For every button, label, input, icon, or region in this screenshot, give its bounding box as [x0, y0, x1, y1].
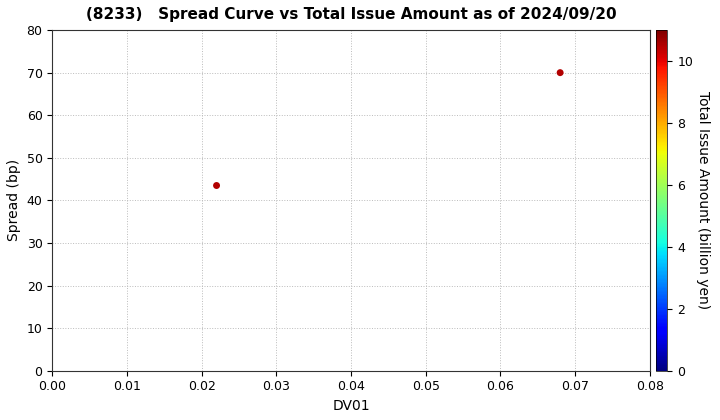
Title: (8233)   Spread Curve vs Total Issue Amount as of 2024/09/20: (8233) Spread Curve vs Total Issue Amoun… [86, 7, 616, 22]
Y-axis label: Spread (bp): Spread (bp) [7, 159, 21, 242]
Y-axis label: Total Issue Amount (billion yen): Total Issue Amount (billion yen) [696, 92, 710, 310]
Point [211, 182, 222, 189]
X-axis label: DV01: DV01 [332, 399, 370, 413]
Point [554, 69, 566, 76]
